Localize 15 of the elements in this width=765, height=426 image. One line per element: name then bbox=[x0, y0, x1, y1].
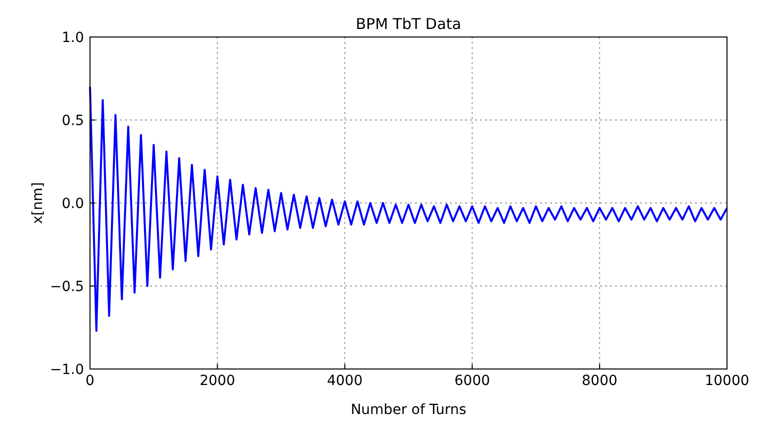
x-tick-label: 2000 bbox=[200, 373, 236, 389]
y-tick-label: −0.5 bbox=[50, 278, 84, 295]
y-axis-title: x[nm] bbox=[30, 182, 46, 224]
x-tick-label: 0 bbox=[86, 373, 94, 389]
x-tick-label: 10000 bbox=[704, 373, 750, 389]
x-tick-label: 6000 bbox=[454, 373, 490, 389]
line-series bbox=[89, 86, 728, 332]
y-tick-label: 1.0 bbox=[62, 30, 84, 46]
y-tick-label: 0.5 bbox=[62, 112, 84, 129]
x-tick-label: 4000 bbox=[326, 373, 363, 389]
x-tick-label: 8000 bbox=[582, 373, 618, 389]
chart-title: BPM TbT Data bbox=[356, 15, 462, 33]
y-tick-label: −1.0 bbox=[50, 362, 84, 378]
x-axis-title: Number of Turns bbox=[350, 402, 466, 418]
y-tick-label: 0.0 bbox=[62, 196, 84, 212]
